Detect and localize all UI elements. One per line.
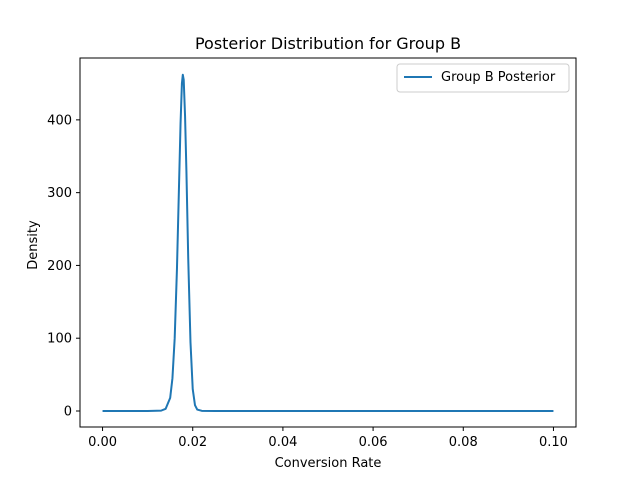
- legend-label-group-b: Group B Posterior: [441, 70, 556, 85]
- x-tick-label: 0.02: [178, 435, 207, 450]
- y-tick-label: 100: [47, 332, 72, 347]
- x-tick-label: 0.10: [539, 435, 568, 450]
- x-tick-label: 0.06: [359, 435, 388, 450]
- y-tick-label: 0: [64, 404, 72, 419]
- series-line-group-b-posterior: [102, 73, 554, 412]
- chart-title: Posterior Distribution for Group B: [195, 34, 461, 53]
- y-tick-label: 400: [47, 113, 72, 128]
- axes-frame: [79, 57, 577, 428]
- x-axis-title: Conversion Rate: [275, 456, 382, 471]
- plot-area: [102, 73, 554, 412]
- legend: Group B Posterior: [396, 63, 570, 93]
- legend-box: [396, 63, 570, 93]
- axes: 0.00 0.02 0.04 0.06 0.08 0.10 0 100 200 300 400: [47, 57, 577, 450]
- x-tick-label: 0.04: [268, 435, 297, 450]
- y-tick-label: 200: [47, 259, 72, 274]
- x-tick-label: 0.08: [449, 435, 478, 450]
- x-tick-label: 0.00: [88, 435, 117, 450]
- y-tick-label: 300: [47, 186, 72, 201]
- y-axis-title: Density: [26, 220, 41, 270]
